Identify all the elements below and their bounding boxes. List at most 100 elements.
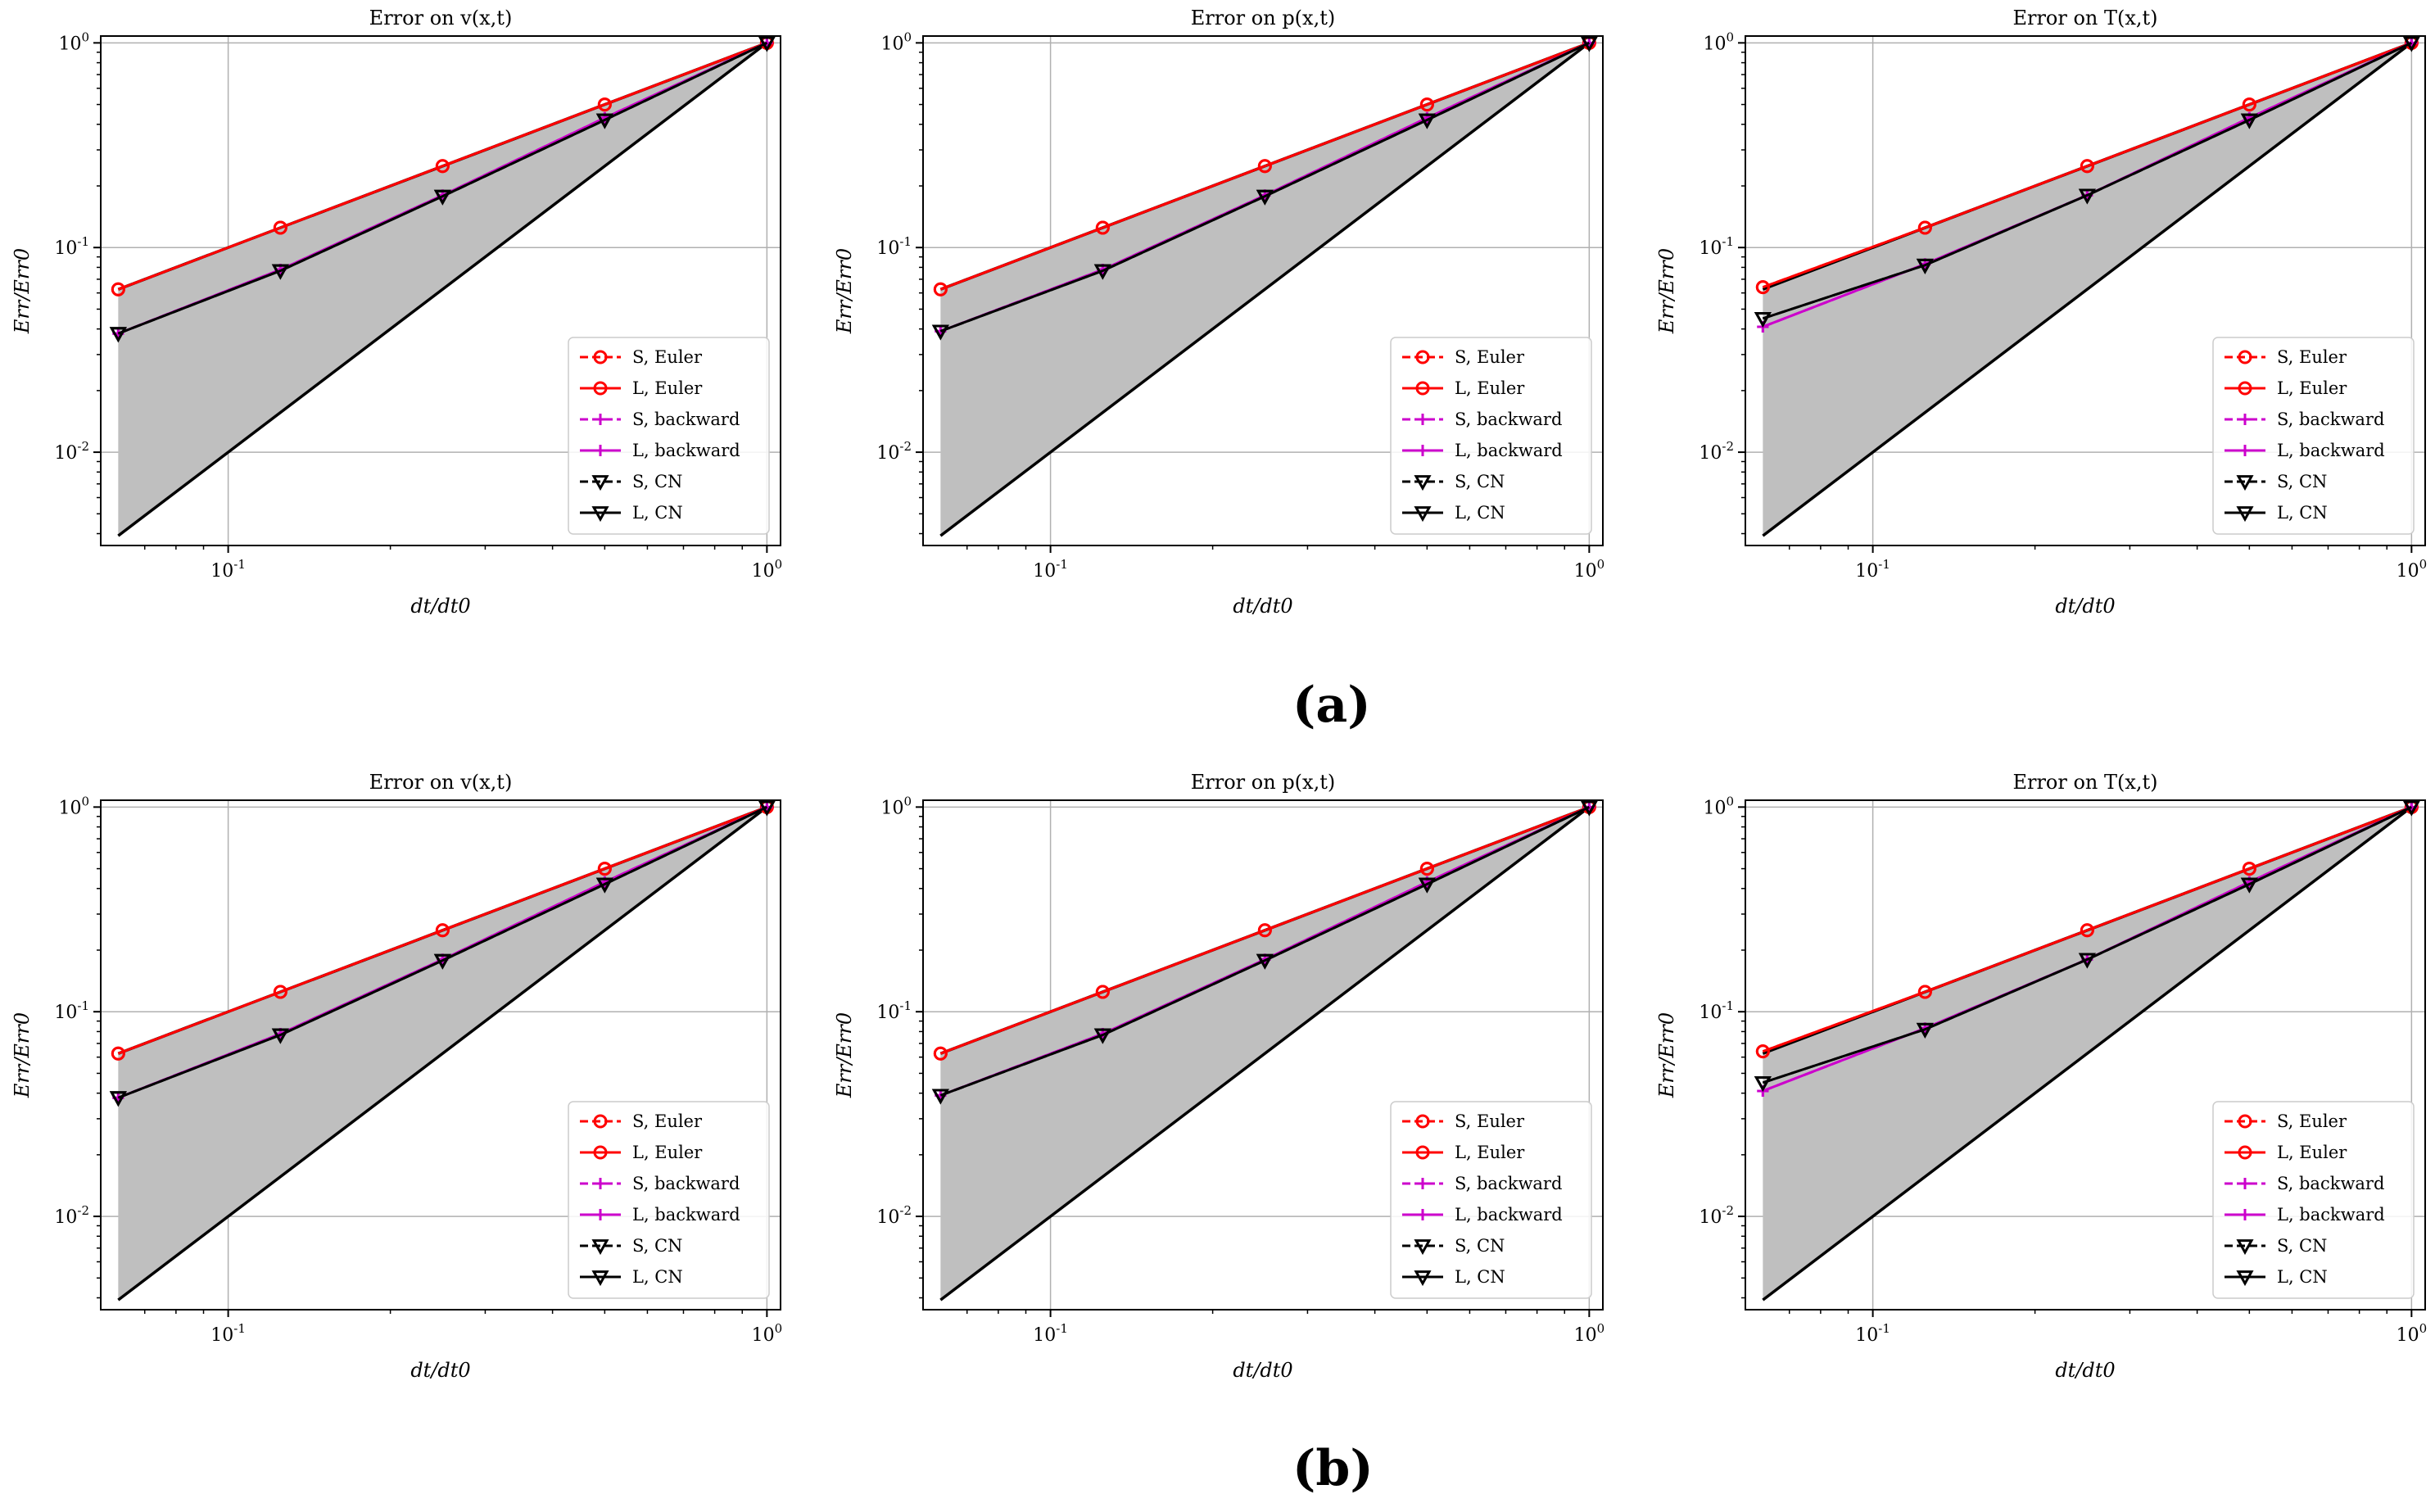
legend-marker <box>1415 1145 1430 1160</box>
legend-marker <box>1414 475 1432 491</box>
legend-marker <box>2238 350 2252 364</box>
x-axis-label: dt/dt0 <box>1233 595 1292 618</box>
legend-label: S, backward <box>632 1174 740 1193</box>
legend-marker <box>591 1270 609 1287</box>
subplot-a-3: 10-1 100 100 10-1 10-2 Error on T(x,t) dt/dt0 E… <box>1655 7 2427 618</box>
legend-label: S, CN <box>632 472 682 491</box>
y-tick-label: 100 <box>1703 794 1734 818</box>
y-tick-label: 10-1 <box>876 998 912 1023</box>
legend-marker <box>591 1239 609 1256</box>
legend-label: S, Euler <box>2277 347 2347 367</box>
legend-label: L, backward <box>632 441 740 460</box>
axes-frame <box>922 35 1604 546</box>
reference-slope-2-line <box>117 805 768 1301</box>
legend-marker <box>2239 1209 2251 1220</box>
y-tick-label: 100 <box>58 794 89 818</box>
x-tick-label: 10-1 <box>1033 1321 1068 1346</box>
data-point <box>597 862 612 876</box>
data-point <box>1095 220 1110 235</box>
legend: S, Euler L, Euler S, backward L, backward S,… <box>1390 337 1592 535</box>
series-line <box>117 805 767 1099</box>
legend-label: L, backward <box>632 1205 740 1225</box>
legend-label: L, backward <box>2277 441 2385 460</box>
series-line <box>1762 805 2412 1084</box>
y-axis-label: Err/Err0 <box>1655 1012 1678 1098</box>
legend-frame <box>2212 337 2415 535</box>
data-point <box>1754 311 1772 328</box>
series-l-cn <box>109 800 776 1107</box>
legend-label: S, backward <box>1455 410 1562 429</box>
data-point <box>111 282 125 297</box>
y-tick-label: 10-2 <box>1699 439 1734 464</box>
data-point <box>1256 953 1274 970</box>
data-point <box>2240 113 2258 129</box>
legend-marker <box>2236 1239 2254 1256</box>
legend-label: S, backward <box>2277 1174 2384 1193</box>
legend-label: S, Euler <box>632 1111 703 1131</box>
legend-label: L, CN <box>2277 503 2328 523</box>
x-tick-label: 10-1 <box>1855 1321 1890 1346</box>
x-tick-label: 100 <box>2397 557 2428 582</box>
data-point <box>2080 159 2094 174</box>
y-axis-label: Err/Err0 <box>833 248 856 334</box>
y-tick-label: 10-1 <box>876 234 912 259</box>
data-point <box>109 1091 127 1107</box>
reference-slope-2-line <box>117 41 768 537</box>
data-point <box>2240 877 2258 894</box>
legend-label: S, backward <box>1455 1174 1562 1193</box>
legend-marker <box>2238 1114 2252 1129</box>
legend-label: S, Euler <box>1455 347 1525 367</box>
y-tick-label: 100 <box>880 29 912 54</box>
series-line <box>939 41 1590 333</box>
legend-marker <box>1415 381 1430 396</box>
y-axis-label: Err/Err0 <box>833 1012 856 1098</box>
data-point <box>435 923 450 938</box>
data-point <box>435 159 450 174</box>
data-point <box>109 327 127 343</box>
data-point <box>931 324 949 341</box>
series-l-euler <box>933 799 1596 1061</box>
y-tick-label: 10-1 <box>1699 998 1734 1023</box>
subplot-title: Error on v(x,t) <box>369 7 513 29</box>
legend-marker <box>1417 1209 1428 1220</box>
x-tick-label: 100 <box>752 1321 783 1346</box>
series-line <box>117 41 767 291</box>
series-l-cn <box>1754 36 2420 328</box>
data-point <box>595 877 613 894</box>
data-point <box>1580 800 1598 817</box>
reference-slope-2-line <box>1762 805 2413 1301</box>
series-l-cn <box>931 800 1598 1105</box>
legend-label: L, Euler <box>632 1143 703 1162</box>
x-tick-label: 10-1 <box>1033 557 1068 582</box>
data-point <box>595 113 613 129</box>
data-point <box>1419 97 1434 112</box>
data-point <box>2402 36 2420 52</box>
subplot-title: Error on p(x,t) <box>1191 771 1335 794</box>
data-point <box>2080 923 2094 938</box>
data-point <box>1755 280 1770 295</box>
legend-label: S, CN <box>2277 472 2327 491</box>
legend-marker <box>1414 1239 1432 1256</box>
axes-frame <box>1745 35 2426 546</box>
reference-slope-2-line <box>1762 41 2413 537</box>
legend-label: L, Euler <box>632 378 703 398</box>
series-l-euler <box>1755 35 2419 295</box>
legend-marker <box>595 445 606 456</box>
data-point <box>1917 985 1932 999</box>
data-point <box>2242 97 2256 112</box>
data-point <box>1093 264 1111 280</box>
x-tick-label: 10-1 <box>210 557 246 582</box>
data-point <box>1754 1075 1772 1092</box>
data-point <box>1917 220 1932 235</box>
data-point <box>1093 1028 1111 1044</box>
axes-frame <box>922 799 1604 1311</box>
data-point <box>931 1089 949 1105</box>
x-axis-label: dt/dt0 <box>410 595 470 618</box>
subplot-a-1: 10-1 100 100 10-1 10-2 Error on v(x,t) dt/dt0 E… <box>11 7 782 618</box>
legend-label: L, backward <box>1455 1205 1563 1225</box>
legend-marker <box>2238 381 2252 396</box>
legend-label: L, backward <box>2277 1205 2385 1225</box>
subplot-b-3: 10-1 100 100 10-1 10-2 Error on T(x,t) dt/dt0 E… <box>1655 771 2427 1382</box>
x-axis-label: dt/dt0 <box>2055 1359 2115 1382</box>
legend-marker <box>2236 1270 2254 1287</box>
